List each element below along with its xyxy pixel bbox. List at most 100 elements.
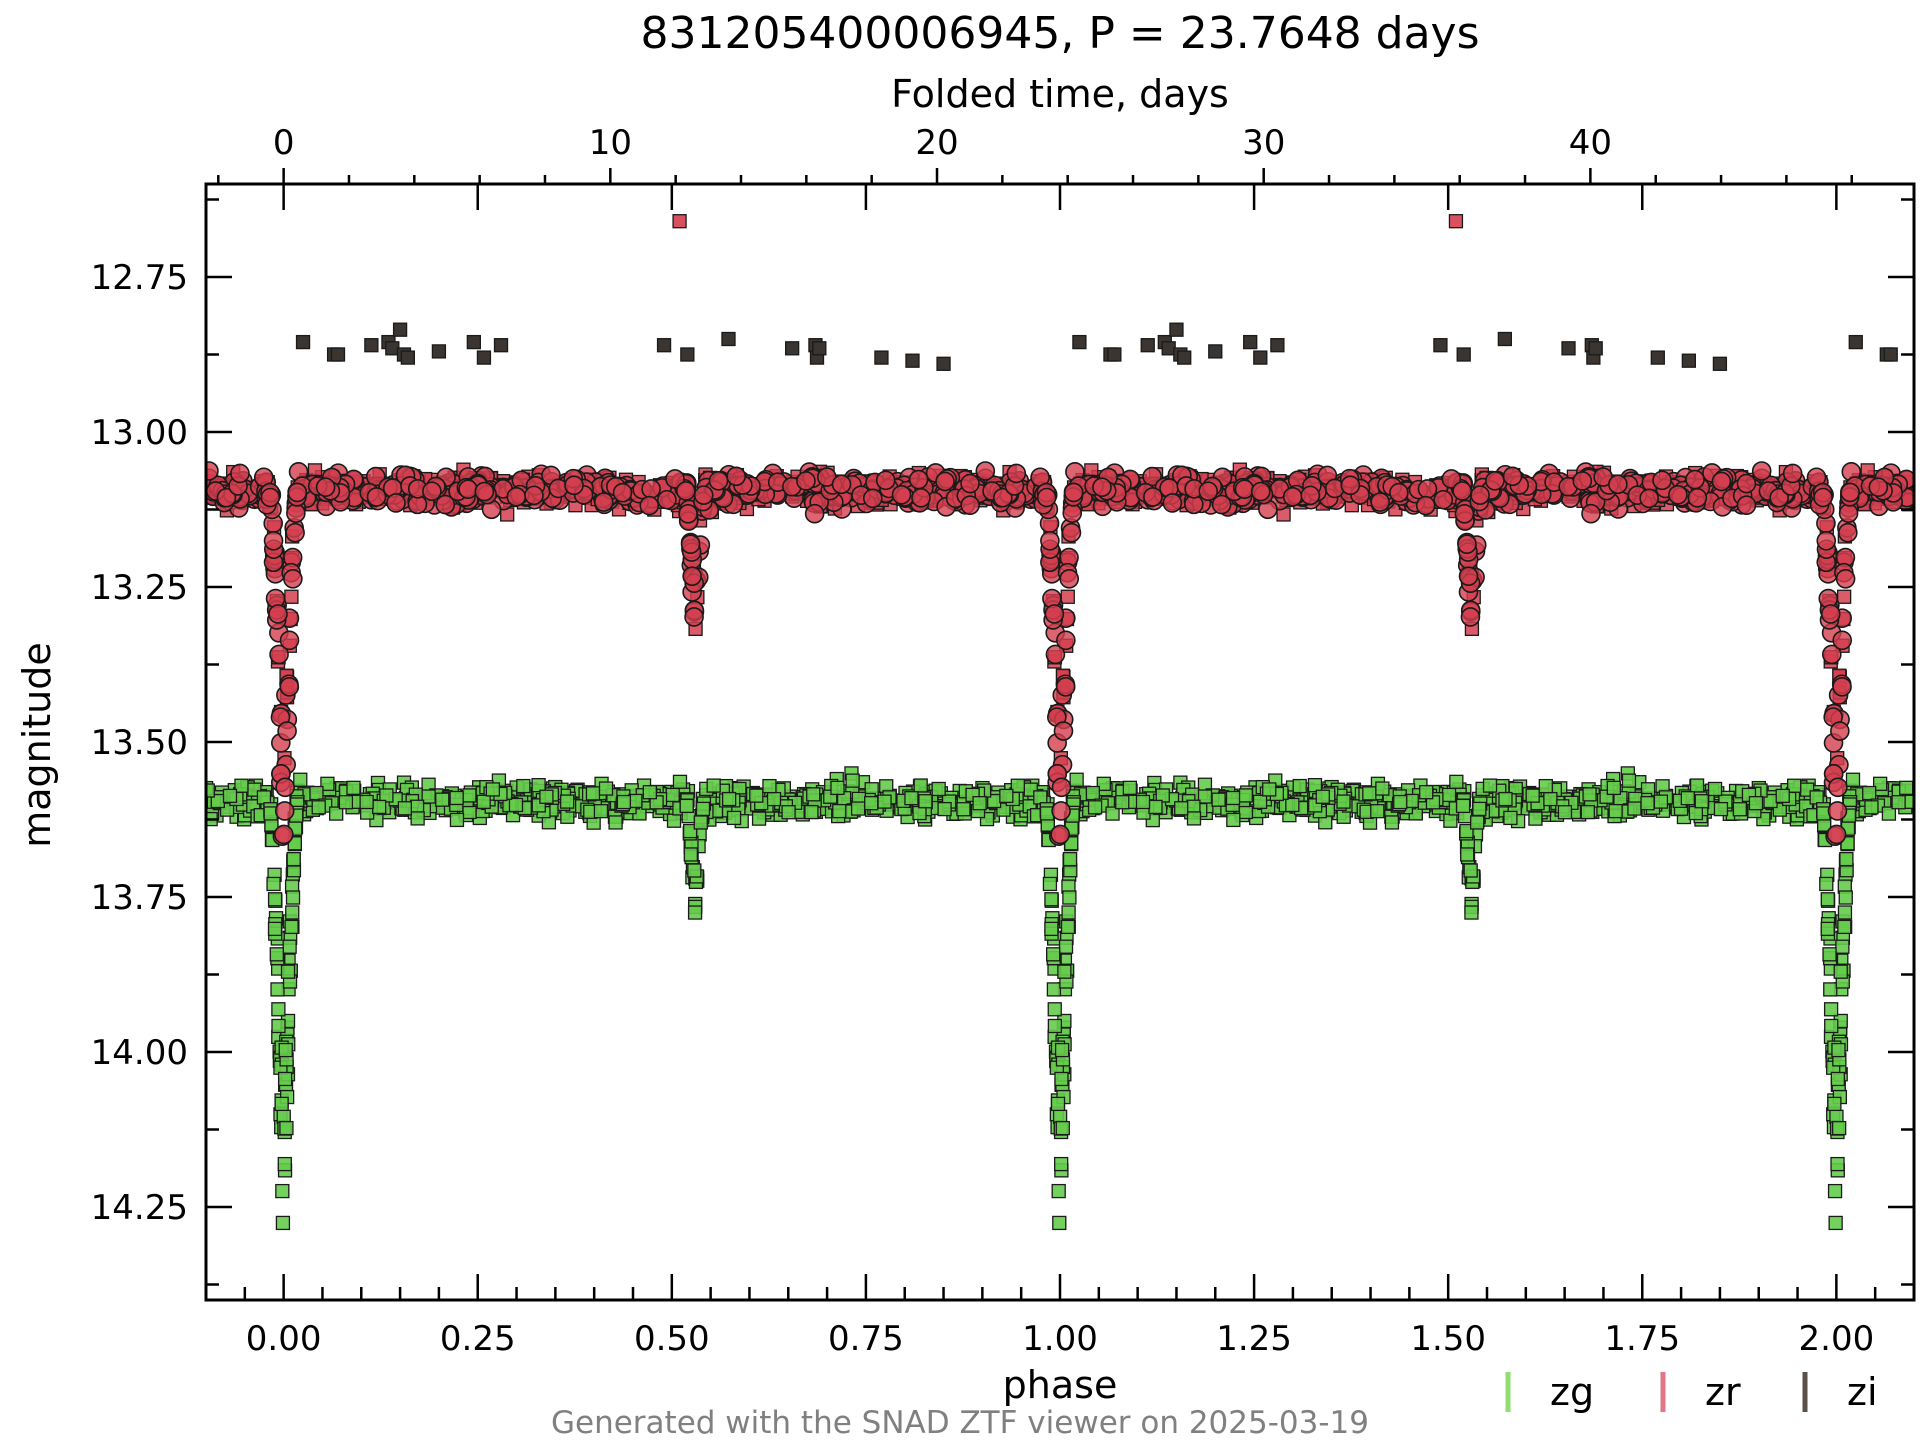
zg-point <box>271 1018 286 1034</box>
x-tick-label: 0.75 <box>828 1319 904 1359</box>
zg-point <box>271 1002 286 1017</box>
zg-point <box>1823 1002 1839 1017</box>
zg-point <box>1837 905 1853 920</box>
zg-point <box>912 805 927 821</box>
zr-point <box>263 530 284 551</box>
zr-point <box>1639 488 1659 509</box>
zg-point <box>804 804 819 820</box>
zg-point <box>256 790 272 805</box>
zi-point <box>493 338 509 353</box>
zg-point <box>1503 810 1518 826</box>
legend-label-zg: zg <box>1550 1370 1594 1414</box>
x-tick-label: 0.25 <box>440 1319 516 1359</box>
zr-point <box>708 471 729 491</box>
zg-point <box>462 804 477 820</box>
zg-point <box>1061 905 1076 920</box>
zg-point <box>1252 794 1268 809</box>
zr-point <box>1736 495 1757 516</box>
zg-point <box>462 788 477 803</box>
zi-point <box>1561 341 1576 356</box>
zg-point <box>267 921 283 937</box>
zi-point <box>1243 334 1258 350</box>
zg-point <box>918 794 933 809</box>
zr-point <box>1211 494 1232 515</box>
zr-point <box>1687 488 1708 508</box>
zg-point <box>1449 774 1464 790</box>
zg-point <box>1443 813 1458 828</box>
zg-point <box>1653 794 1669 809</box>
y-tick-label: 14.25 <box>91 1188 188 1228</box>
zg-point <box>270 982 285 997</box>
zr-point <box>1143 487 1163 507</box>
zg-point <box>1148 799 1163 815</box>
zg-point <box>642 785 657 800</box>
zg-point <box>274 1096 289 1112</box>
zg-point <box>1033 790 1048 805</box>
zg-point <box>1837 919 1852 935</box>
zg-point <box>1689 778 1705 793</box>
zg-point <box>1838 890 1853 905</box>
zg-point <box>485 782 501 797</box>
zi-point <box>1456 347 1471 362</box>
zg-point <box>1621 773 1637 788</box>
zg-point <box>1820 892 1835 907</box>
zr-point <box>1300 485 1321 506</box>
zg-point <box>206 783 215 798</box>
zr-point <box>678 503 698 524</box>
zr-point <box>1417 479 1438 499</box>
zr-point <box>693 485 714 505</box>
zg-point <box>1455 798 1471 814</box>
x-tick-label: 1.75 <box>1604 1319 1680 1359</box>
zg-point <box>864 796 879 811</box>
zg-point <box>850 801 866 816</box>
zg-point <box>1891 795 1906 810</box>
zg-point <box>1580 804 1595 820</box>
zr-point <box>283 568 303 589</box>
zg-point <box>338 795 354 810</box>
zg-point <box>1809 790 1824 805</box>
zr-point <box>1061 522 1082 543</box>
zg-point <box>1211 792 1226 807</box>
zr-point <box>1060 589 1075 604</box>
y-axis-label: magnitude <box>15 642 59 848</box>
zg-point <box>1375 781 1390 796</box>
zr-point <box>274 801 295 821</box>
zg-point <box>726 810 742 826</box>
zg-point <box>1105 806 1120 821</box>
zg-point <box>1606 780 1622 796</box>
zg-point <box>1085 785 1100 801</box>
zr-point <box>1838 503 1859 523</box>
zg-point <box>1482 778 1498 793</box>
zr-point <box>1433 489 1454 510</box>
zr-point <box>1769 487 1789 508</box>
zg-point <box>1748 796 1764 811</box>
zg-point <box>1822 947 1837 962</box>
zr-point <box>277 721 297 741</box>
zg-point <box>1225 790 1241 806</box>
zg-point <box>1060 919 1076 935</box>
zg-point <box>449 812 465 828</box>
x-tick-label: 2.00 <box>1799 1319 1875 1359</box>
zg-point <box>695 801 711 817</box>
zg-point <box>931 781 946 797</box>
zg-point <box>1285 797 1300 813</box>
zr-point <box>1051 777 1072 798</box>
zr-point <box>1813 487 1833 508</box>
zr-point <box>1820 604 1841 624</box>
zi-point <box>392 322 408 337</box>
zr-point <box>1581 503 1601 524</box>
zg-point <box>999 788 1014 804</box>
zg-point <box>721 791 737 807</box>
zg-point <box>1135 794 1151 810</box>
zr-point <box>993 487 1013 508</box>
zg-point <box>687 905 703 920</box>
zr-point <box>1006 463 1027 484</box>
zr-point <box>726 466 746 487</box>
zg-point <box>972 796 987 811</box>
zg-point <box>1057 964 1072 979</box>
zg-point <box>1899 780 1914 795</box>
zg-point <box>285 905 300 920</box>
zr-point <box>1608 474 1628 495</box>
zr-point <box>1470 485 1490 505</box>
top-tick-label: 0 <box>273 123 295 163</box>
